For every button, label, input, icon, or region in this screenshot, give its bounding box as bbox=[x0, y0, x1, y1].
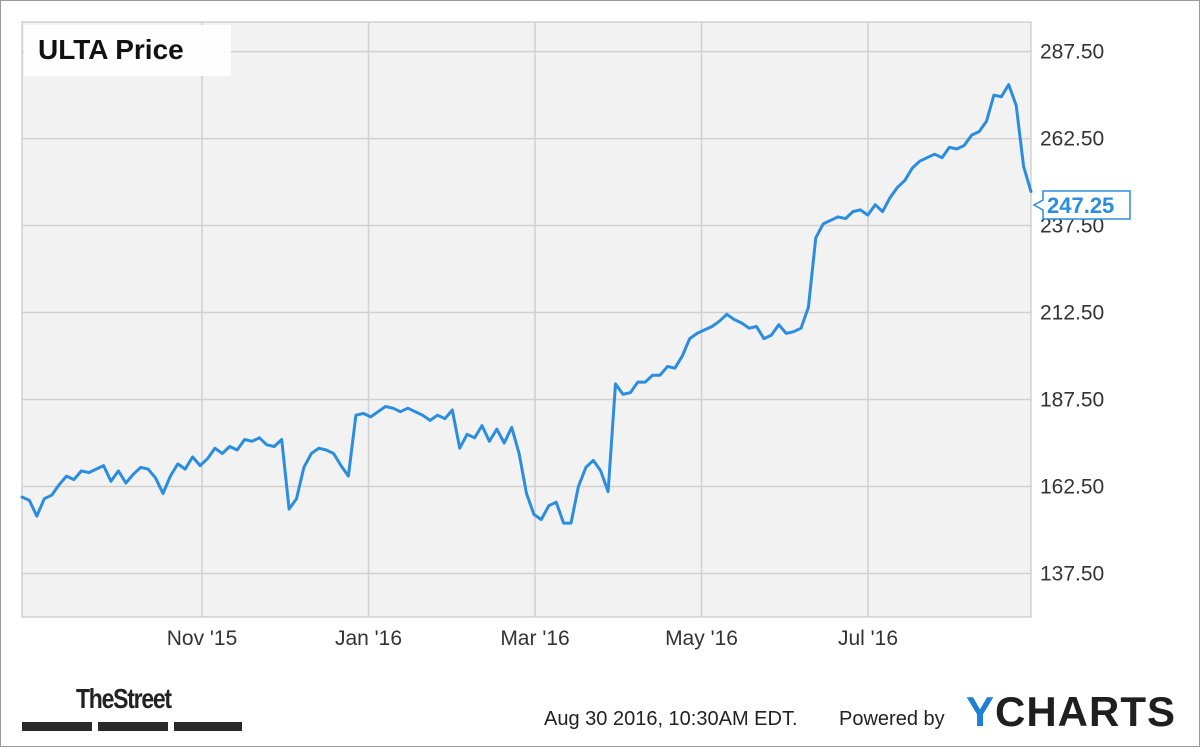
data-timestamp: Aug 30 2016, 10:30AM EDT. bbox=[544, 708, 798, 730]
y-tick-label: 287.50 bbox=[1040, 41, 1104, 64]
thestreet-logo-bar bbox=[22, 722, 92, 731]
thestreet-logo: TheStreet bbox=[76, 683, 172, 714]
current-price-value: 247.25 bbox=[1047, 193, 1114, 218]
ycharts-logo-rest: CHARTS bbox=[995, 688, 1177, 735]
y-tick-label: 187.50 bbox=[1040, 389, 1104, 412]
title-backdrop bbox=[24, 25, 231, 76]
x-axis: Nov '15 Jan '16 Mar '16 May '16 Jul '16 bbox=[167, 627, 898, 650]
current-price-callout: 247.25 bbox=[1032, 190, 1131, 220]
thestreet-logo-bar bbox=[98, 722, 168, 731]
y-tick-label: 237.50 bbox=[1040, 215, 1104, 238]
y-axis: 137.50 162.50 187.50 212.50 237.50 262.50 287.… bbox=[1040, 41, 1104, 586]
plot-area bbox=[21, 21, 1032, 618]
thestreet-logo-bar bbox=[174, 722, 242, 731]
x-tick-label: May '16 bbox=[665, 627, 738, 650]
powered-by-label: Powered by bbox=[839, 708, 945, 730]
chart-title: ULTA Price bbox=[38, 34, 184, 65]
x-tick-label: Jan '16 bbox=[335, 627, 402, 650]
x-tick-label: Jul '16 bbox=[838, 627, 898, 650]
x-tick-label: Mar '16 bbox=[500, 627, 569, 650]
x-tick-label: Nov '15 bbox=[167, 627, 238, 650]
y-tick-label: 262.50 bbox=[1040, 128, 1104, 151]
series-line-ulta-price bbox=[20, 83, 1033, 525]
grid-lines bbox=[22, 22, 1031, 617]
current-price-callout-box bbox=[1032, 190, 1131, 220]
y-tick-label: 162.50 bbox=[1040, 476, 1104, 499]
ycharts-logo: YCHARTS bbox=[966, 689, 1176, 735]
ycharts-logo-y: Y bbox=[966, 688, 996, 735]
y-tick-label: 212.50 bbox=[1040, 302, 1104, 325]
y-tick-label: 137.50 bbox=[1040, 563, 1104, 586]
